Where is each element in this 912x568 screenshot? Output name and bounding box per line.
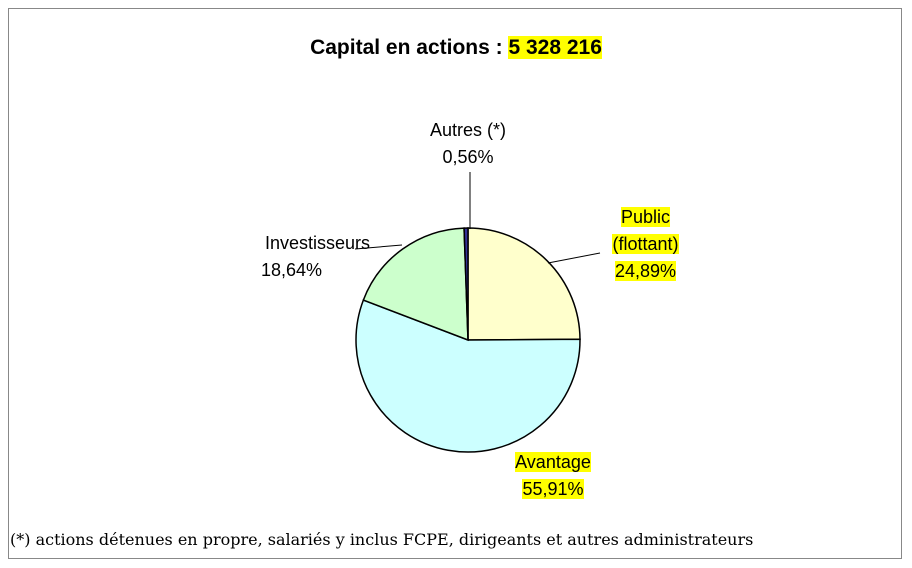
slice-label: Public (flottant) 24,89% (598, 204, 693, 285)
leader-line (354, 244, 403, 250)
category-label: Autres (*) (429, 120, 507, 140)
slice-label: Autres (*) 0,56% (380, 117, 556, 171)
pie-slice (362, 227, 469, 342)
chart-title: Capital en actions : 5 328 216 (0, 36, 912, 60)
pie-slice (355, 299, 581, 453)
category-label: Avantage (515, 452, 591, 472)
slice-label: Investisseurs 18,64% (190, 230, 370, 284)
value-label: 0,56% (442, 147, 494, 167)
title-text: Capital en actions : (310, 36, 503, 59)
category-label: Investisseurs (264, 233, 370, 253)
category-label: Public (flottant) (612, 207, 679, 254)
value-label: 18,64% (260, 260, 322, 280)
pie-slice (463, 227, 469, 341)
title-highlight: 5 328 216 (508, 36, 602, 59)
leader-line (547, 252, 601, 264)
chart-frame (8, 8, 902, 559)
slice-label: Avantage 55,91% (490, 449, 616, 503)
footnote: (*) actions détenues en propre, salariés… (10, 530, 754, 549)
value-label: 55,91% (522, 479, 584, 499)
pie-slice (467, 227, 581, 341)
value-label: 24,89% (614, 261, 677, 281)
